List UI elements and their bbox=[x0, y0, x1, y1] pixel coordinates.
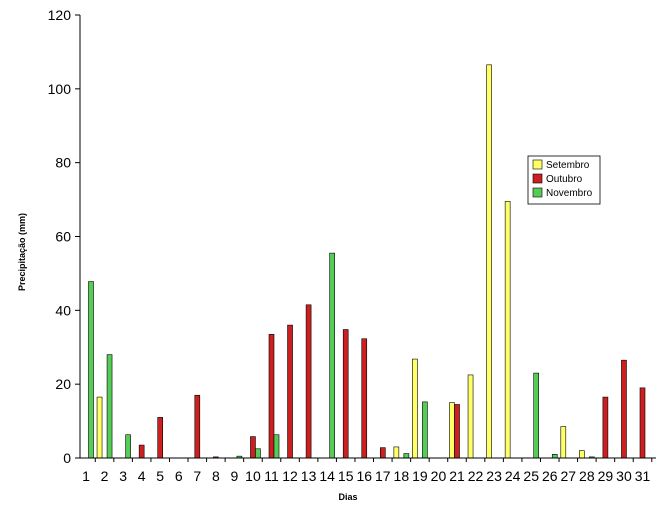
x-axis-ticks: 1 2 3 4 5 6 7 8 9 10 11 12 13 14 15 16 17 18 19 20 21 22 23 24 2… bbox=[82, 458, 653, 484]
legend-label-novembro: Novembro bbox=[546, 188, 593, 199]
x-tick-label: 16 bbox=[356, 468, 372, 484]
x-tick-label: 7 bbox=[193, 468, 201, 484]
bar-setembro-day-27 bbox=[560, 426, 567, 459]
x-tick-label: 25 bbox=[523, 468, 539, 484]
x-tick-label: 12 bbox=[282, 468, 298, 484]
legend-swatch-setembro bbox=[532, 159, 543, 170]
x-tick-label: 31 bbox=[635, 468, 651, 484]
axes bbox=[79, 15, 656, 459]
bar-outubro-day-13 bbox=[305, 304, 312, 459]
bar-setembro-day-2 bbox=[96, 396, 103, 459]
x-tick-label: 1 bbox=[82, 468, 90, 484]
x-tick-label: 3 bbox=[119, 468, 127, 484]
bar-setembro-day-21 bbox=[449, 402, 455, 459]
x-tick-label: 28 bbox=[579, 468, 595, 484]
bar-novembro-day-25 bbox=[533, 372, 540, 459]
bar-setembro-day-22 bbox=[467, 374, 474, 459]
legend-swatch-outubro bbox=[532, 173, 543, 184]
bar-novembro-day-11 bbox=[273, 434, 280, 459]
x-tick-label: 15 bbox=[338, 468, 354, 484]
x-tick-label: 11 bbox=[264, 468, 279, 484]
x-tick-label: 18 bbox=[394, 468, 410, 484]
x-tick-label: 26 bbox=[542, 468, 558, 484]
x-tick-label: 8 bbox=[212, 468, 220, 484]
y-tick-label: 20 bbox=[55, 376, 71, 392]
bar-setembro-day-19 bbox=[412, 358, 418, 459]
x-tick-label: 20 bbox=[431, 468, 447, 484]
bar-setembro-day-24 bbox=[504, 201, 511, 459]
legend: Setembro Outubro Novembro bbox=[527, 155, 601, 205]
y-tick-label: 120 bbox=[48, 7, 72, 23]
bar-novembro-day-26 bbox=[551, 454, 558, 459]
bar-outubro-day-30 bbox=[621, 359, 627, 459]
legend-label-outubro: Outubro bbox=[546, 174, 583, 185]
x-tick-label: 24 bbox=[505, 468, 521, 484]
x-tick-label: 2 bbox=[101, 468, 109, 484]
x-tick-label: 29 bbox=[598, 468, 614, 484]
bar-novembro-day-1 bbox=[88, 281, 94, 459]
x-tick-label: 6 bbox=[175, 468, 183, 484]
x-tick-label: 4 bbox=[138, 468, 146, 484]
bar-outubro-day-31 bbox=[639, 387, 646, 459]
bar-outubro-day-4 bbox=[138, 444, 145, 459]
bar-outubro-day-17 bbox=[379, 447, 386, 459]
y-tick-label: 60 bbox=[55, 229, 71, 245]
bar-outubro-day-7 bbox=[194, 394, 201, 459]
y-tick-label: 0 bbox=[63, 450, 71, 466]
x-tick-label: 5 bbox=[156, 468, 164, 484]
bar-setembro-day-23 bbox=[486, 64, 492, 459]
x-tick-label: 10 bbox=[245, 468, 261, 484]
y-tick-label: 80 bbox=[55, 155, 71, 171]
bar-outubro-day-16 bbox=[361, 338, 368, 459]
x-tick-label: 13 bbox=[301, 468, 317, 484]
bar-outubro-day-21 bbox=[454, 404, 460, 459]
bar-setembro-day-28 bbox=[579, 450, 585, 459]
bar-setembro-day-18 bbox=[393, 446, 400, 459]
x-tick-label: 30 bbox=[616, 468, 632, 484]
bar-outubro-day-15 bbox=[342, 329, 349, 459]
bar-outubro-day-12 bbox=[287, 324, 293, 459]
x-tick-label: 27 bbox=[561, 468, 577, 484]
bar-novembro-day-19 bbox=[422, 401, 428, 459]
bar-novembro-day-14 bbox=[329, 252, 335, 459]
x-axis-title: Dias bbox=[338, 492, 357, 502]
y-tick-label: 40 bbox=[55, 302, 71, 318]
x-tick-label: 22 bbox=[468, 468, 484, 484]
legend-swatch-novembro bbox=[532, 187, 543, 198]
y-axis-title: Precipitação (mm) bbox=[17, 213, 27, 291]
x-tick-label: 17 bbox=[375, 468, 391, 484]
bar-novembro-day-3 bbox=[125, 434, 131, 459]
bar-novembro-day-2 bbox=[106, 354, 113, 459]
bar-outubro-day-29 bbox=[602, 396, 609, 459]
bar-outubro-day-10 bbox=[250, 436, 256, 459]
x-tick-label: 21 bbox=[449, 468, 465, 484]
x-tick-label: 9 bbox=[231, 468, 239, 484]
x-tick-label: 19 bbox=[412, 468, 428, 484]
x-tick-label: 14 bbox=[319, 468, 335, 484]
bar-outubro-day-5 bbox=[157, 417, 163, 459]
y-tick-label: 100 bbox=[48, 81, 72, 97]
y-axis-ticks: 0 20 40 60 80 100 120 bbox=[48, 7, 80, 466]
bar-novembro-day-18 bbox=[403, 453, 410, 459]
x-tick-label: 23 bbox=[486, 468, 502, 484]
bar-outubro-day-11 bbox=[268, 334, 275, 459]
legend-label-setembro: Setembro bbox=[546, 160, 590, 171]
bar-novembro-day-10 bbox=[255, 448, 261, 459]
bars bbox=[88, 64, 646, 459]
